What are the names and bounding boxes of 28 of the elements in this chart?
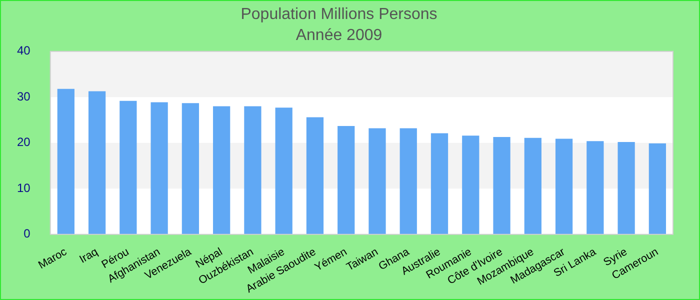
bar	[275, 108, 292, 234]
bar	[88, 91, 106, 234]
bar	[555, 138, 573, 234]
y-tick-label: 30	[16, 89, 31, 104]
bar	[150, 102, 168, 234]
bar	[244, 106, 262, 234]
y-tick-label: 10	[16, 180, 31, 195]
chart-subtitle: Année 2009	[296, 27, 382, 44]
bar	[368, 128, 386, 234]
chart-title: Population Millions Persons	[240, 6, 438, 24]
bar	[182, 103, 200, 234]
bar	[493, 136, 510, 234]
bar	[306, 117, 324, 234]
x-tick-label: Iraq	[78, 246, 100, 266]
bar	[57, 88, 74, 234]
bar	[524, 138, 542, 234]
bar	[430, 133, 448, 234]
bar	[338, 126, 355, 234]
y-tick-label: 0	[24, 226, 31, 241]
bar	[462, 136, 480, 234]
bar	[618, 142, 635, 234]
bar	[120, 100, 137, 234]
bar	[648, 143, 666, 234]
y-tick-label: 20	[16, 135, 31, 150]
bar	[213, 106, 230, 234]
bar	[586, 141, 604, 234]
bar	[400, 128, 417, 234]
y-tick-label: 40	[16, 44, 31, 58]
